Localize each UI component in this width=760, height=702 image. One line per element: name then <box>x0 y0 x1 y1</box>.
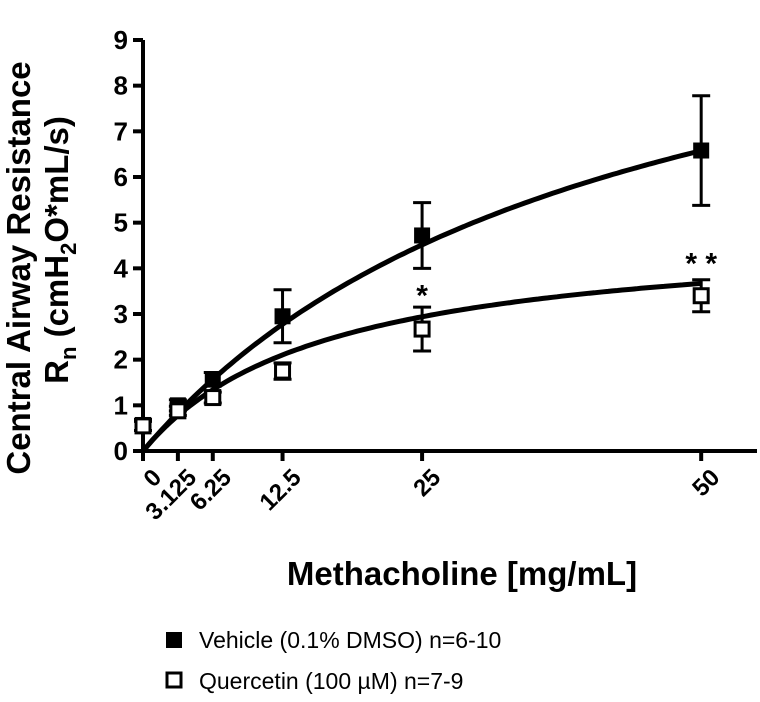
data-point-quercetin <box>274 362 292 380</box>
y-tick-label: 0 <box>114 436 128 466</box>
y-axis-label-r-subscript: n <box>56 347 81 360</box>
y-tick-label: 8 <box>114 71 128 101</box>
data-point-quercetin <box>169 402 187 420</box>
y-tick-label: 7 <box>114 116 128 146</box>
x-tick-label: 6.25 <box>185 464 237 516</box>
y-tick-label: 4 <box>114 253 129 283</box>
annotations: * * * <box>416 247 717 312</box>
y-tick-label: 5 <box>114 208 128 238</box>
y-tick-label: 2 <box>114 345 128 375</box>
x-tick-label: 12.5 <box>255 464 307 516</box>
data-points <box>134 94 711 435</box>
y-axis-label-line2: Rn (cmH2O*mL/s) <box>38 116 81 384</box>
y-tick-label: 3 <box>114 299 128 329</box>
legend: Vehicle (0.1% DMSO) n=6-10 Quercetin (10… <box>165 627 501 694</box>
y-axis-label-r: R <box>38 360 75 384</box>
data-point-vehicle <box>204 371 221 388</box>
y-axis-label-line1: Central Airway Resistance <box>0 61 37 474</box>
x-axis-label: Methacholine [mg/mL] <box>287 555 637 592</box>
legend-marker-vehicle <box>166 632 182 648</box>
data-point-quercetin <box>413 320 431 338</box>
data-point-quercetin <box>134 417 152 435</box>
y-axis-label-units-b: O*mL/s) <box>38 116 75 243</box>
data-point-vehicle <box>274 308 291 325</box>
y-tick-label: 9 <box>114 25 128 55</box>
y-axis-label-units-subscript: 2 <box>56 243 81 255</box>
data-point-vehicle <box>414 227 431 244</box>
y-axis-label-units-a: (cmH <box>38 255 75 347</box>
legend-label-vehicle: Vehicle (0.1% DMSO) n=6-10 <box>199 627 501 653</box>
significance-marker: * * <box>685 247 717 280</box>
data-point-vehicle <box>693 142 710 159</box>
legend-marker-quercetin <box>165 671 183 689</box>
y-tick-label: 1 <box>114 390 128 420</box>
y-tick-label: 6 <box>114 162 128 192</box>
data-point-quercetin <box>204 389 222 407</box>
x-tick-label: 50 <box>687 464 725 502</box>
legend-label-quercetin: Quercetin (100 µM) n=7-9 <box>199 668 463 694</box>
data-point-quercetin <box>692 287 710 305</box>
significance-marker: * <box>416 279 428 312</box>
x-tick-label: 25 <box>408 464 446 502</box>
